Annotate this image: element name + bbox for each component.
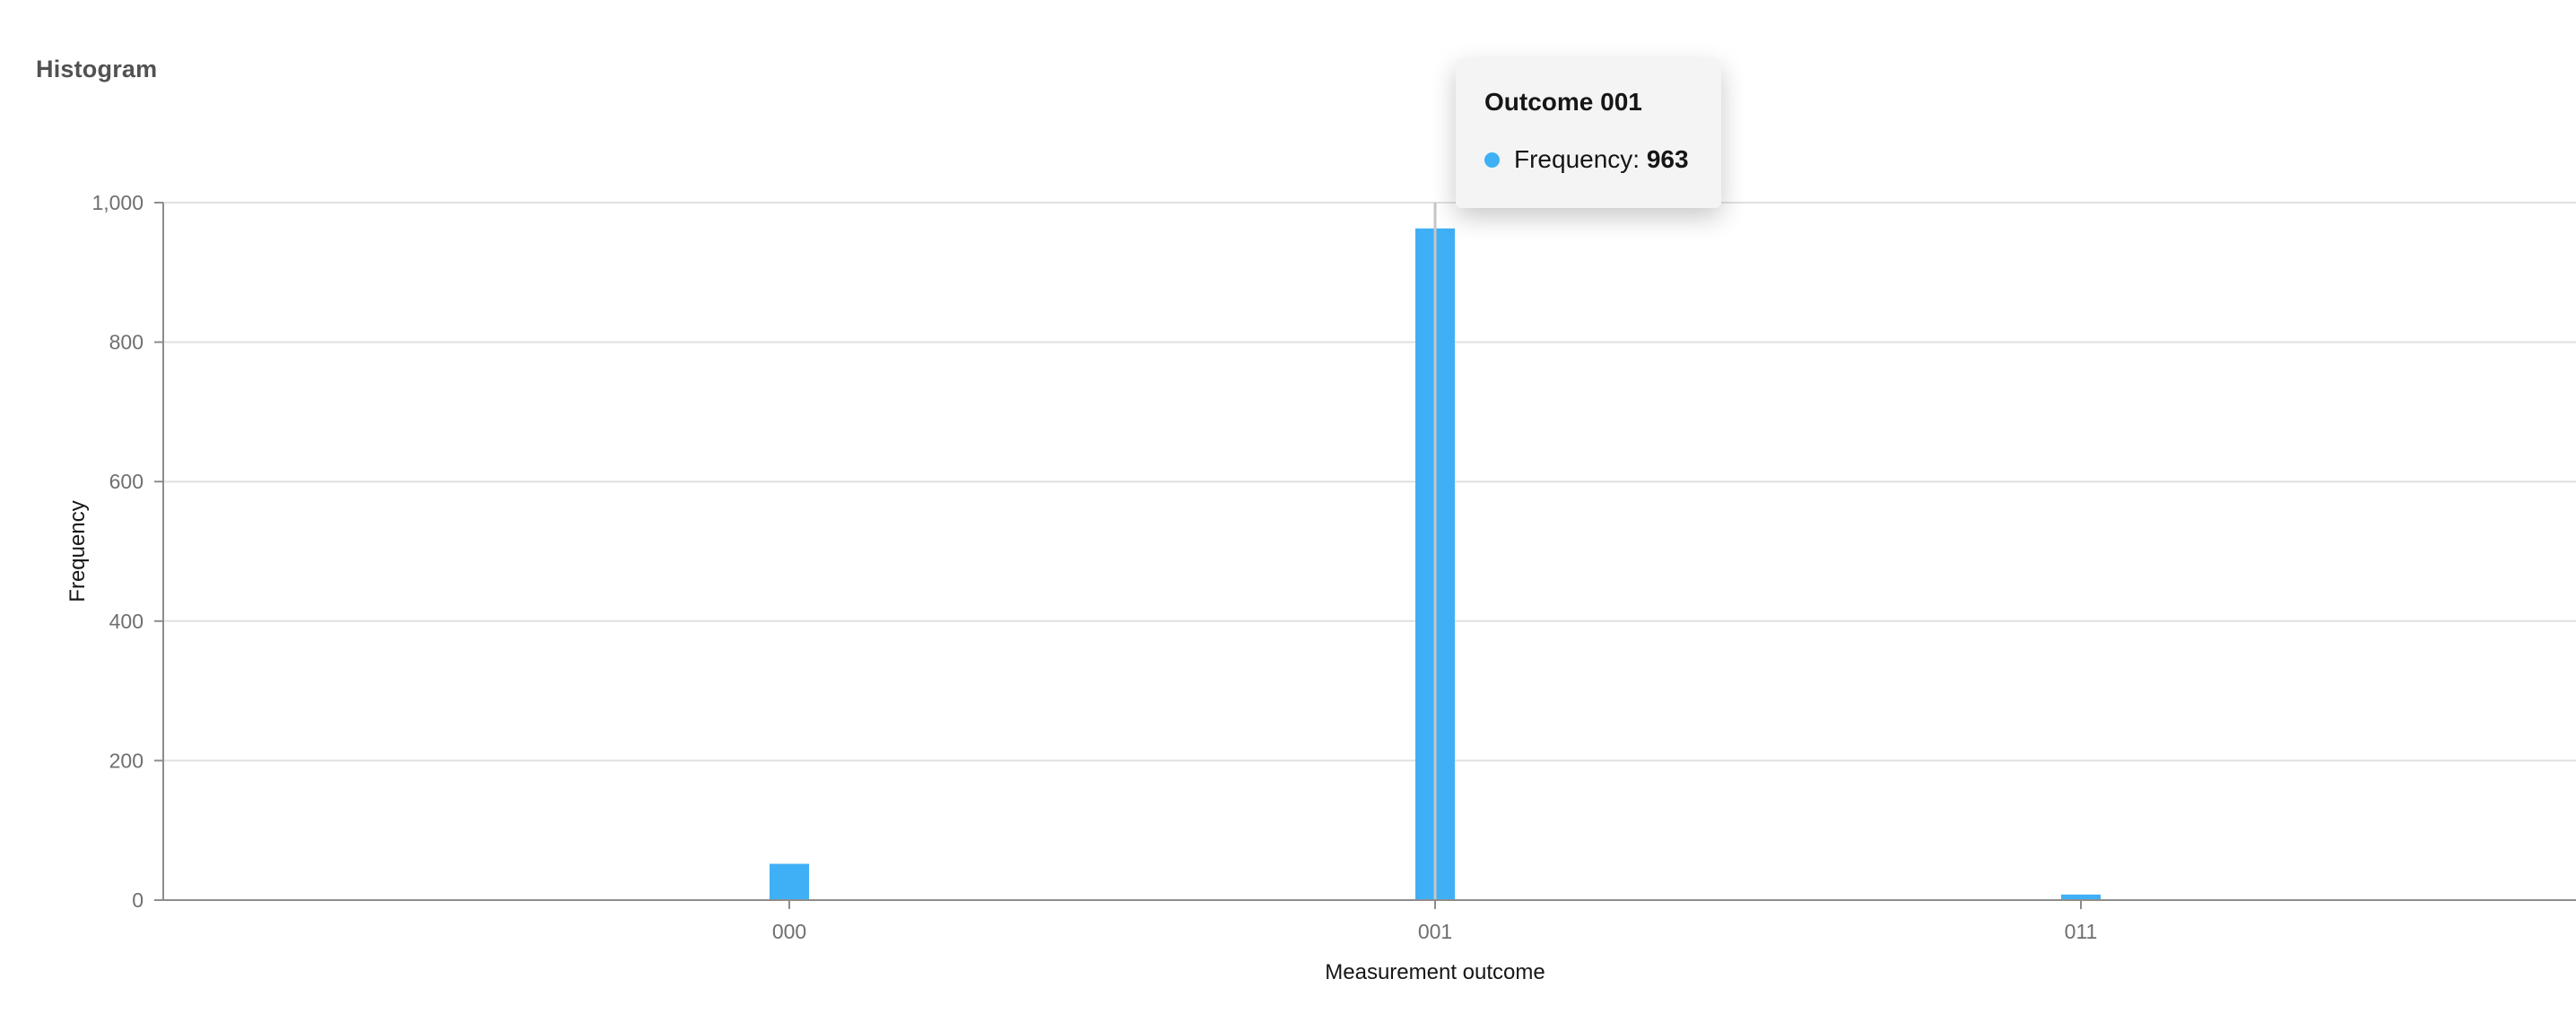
tooltip-series-label: Frequency: <box>1514 145 1640 173</box>
bar-011[interactable] <box>2061 894 2101 900</box>
bar-000[interactable] <box>770 863 809 900</box>
y-tick-label: 800 <box>109 331 144 354</box>
y-tick-label: 1,000 <box>91 191 144 214</box>
y-tick-label: 400 <box>109 610 144 633</box>
x-tick-label: 000 <box>772 920 806 943</box>
y-axis-ticks: 0 200 400 600 800 1,000 <box>91 191 144 912</box>
tooltip: Outcome 001 Frequency: 963 <box>1456 59 1721 208</box>
y-tick-label: 600 <box>109 470 144 493</box>
x-tick-label: 011 <box>2065 920 2098 943</box>
y-tick-label: 200 <box>109 749 144 772</box>
y-axis-title: Frequency <box>65 500 90 602</box>
y-tick-label: 0 <box>132 888 144 912</box>
x-axis-title: Measurement outcome <box>1325 960 1545 984</box>
panel-title: Histogram <box>36 56 158 82</box>
series-dot-icon <box>1484 152 1500 168</box>
grid-lines <box>154 202 2576 901</box>
x-tick-label: 001 <box>1418 920 1452 943</box>
tooltip-value: 963 <box>1646 145 1689 173</box>
tooltip-row: Frequency: 963 <box>1484 145 1693 174</box>
tooltip-title: Outcome 001 <box>1484 88 1642 116</box>
x-axis-ticks: 000 001 011 <box>772 900 2098 943</box>
